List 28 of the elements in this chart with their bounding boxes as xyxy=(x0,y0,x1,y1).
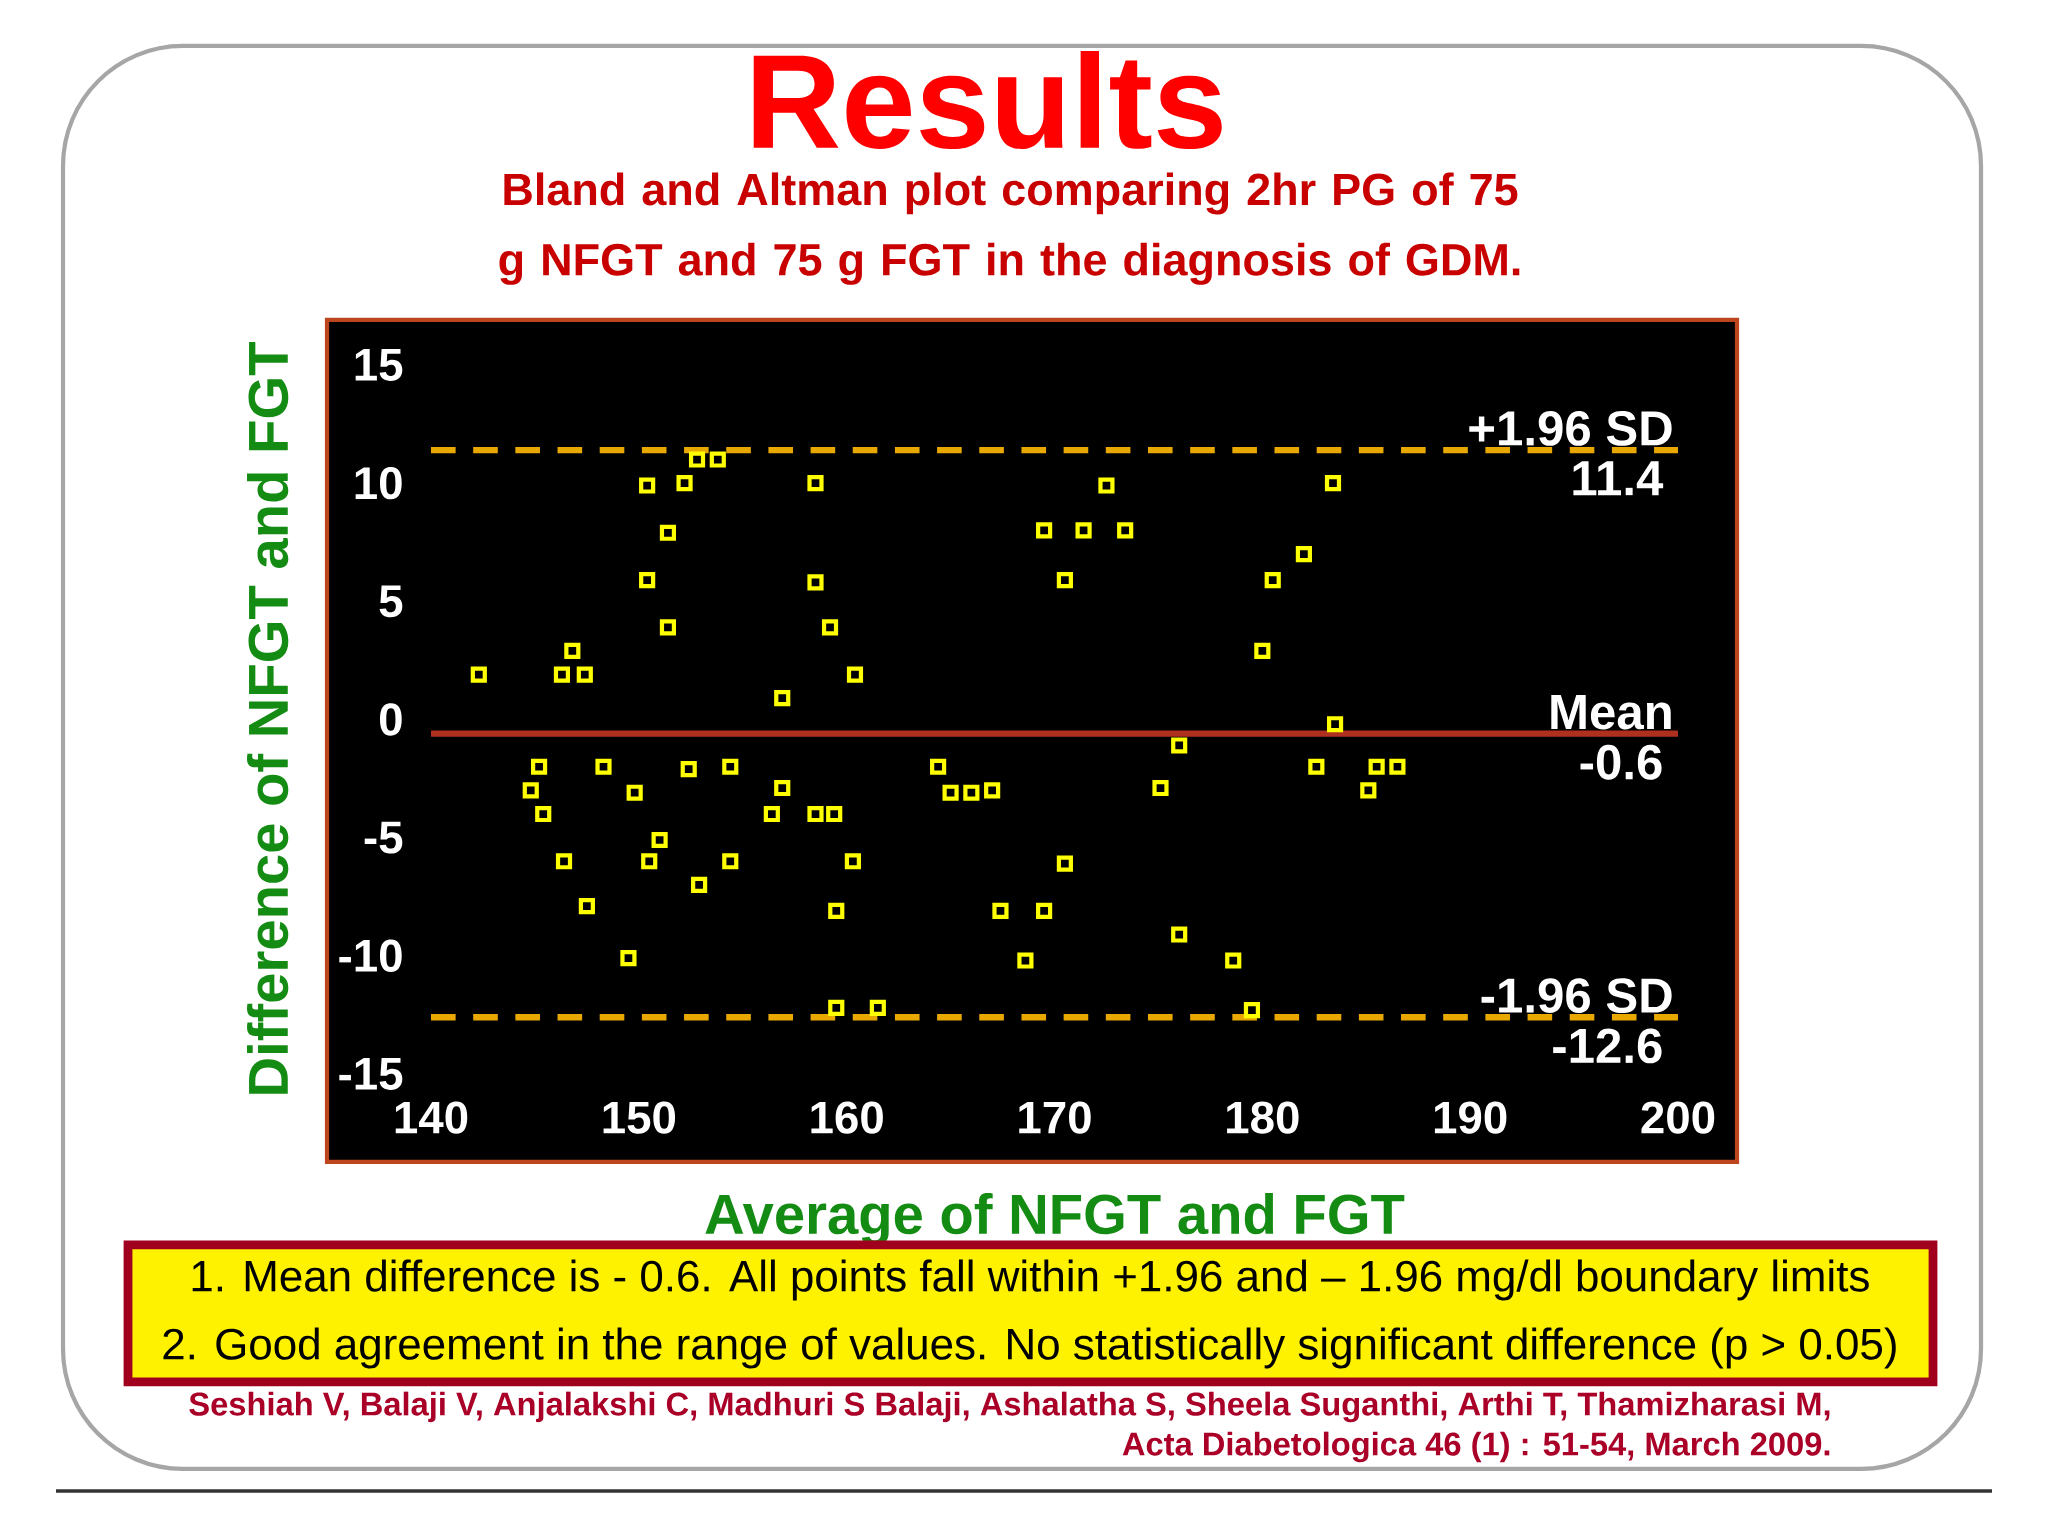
ref-line-label: Mean xyxy=(1551,695,1671,730)
x-tick-label: 140 xyxy=(395,1101,468,1134)
x-tick-label: 150 xyxy=(603,1101,676,1134)
y-tick-label: 5 xyxy=(379,585,403,618)
text: Acta Diabetologica 46 (1) : 51-54, March 2009. xyxy=(1122,1431,1830,1463)
x-tick-label: 200 xyxy=(1641,1101,1715,1134)
y-tick-label: 0 xyxy=(380,703,402,736)
chart-title: Results xyxy=(753,50,1222,150)
text: Seshiah V, Balaji V, Anjalakshi C, Madhuri S Balaji, Ashalatha S, Sheela Suganthi, Arthi T, Thamizharasi M, xyxy=(189,1391,1830,1423)
y-tick-label: -15 xyxy=(339,1058,403,1090)
x-tick-label: 180 xyxy=(1227,1101,1299,1134)
ref-line-label: -1.96 SD xyxy=(1481,978,1672,1014)
y-axis-title: Difference of NFGT and FGT xyxy=(247,342,289,1094)
ref-line-label: +1.96 SD xyxy=(1469,410,1672,446)
y-tick-label: -10 xyxy=(339,939,402,972)
x-tick-label: 170 xyxy=(1019,1101,1091,1134)
text: 1. Mean difference is - 0.6. All points fall within +1.96 and – 1.96 mg/dl boundary limits xyxy=(192,1259,1869,1301)
text: 2. Good agreement in the range of values. No statistically significant difference (p > 0.05) xyxy=(163,1327,1896,1369)
x-tick-label: 160 xyxy=(811,1101,883,1134)
annotation: -12.6 xyxy=(1553,1028,1662,1064)
x-axis-title: Average of NFGT and FGT xyxy=(705,1193,1405,1246)
y-tick-label: 15 xyxy=(355,349,403,381)
annotation: -0.6 xyxy=(1580,744,1662,780)
chart-subtitle: Bland and Altman plot comparing 2hr PG of 75 g NFGT and 75 g FGT in the diagnosis of GDM. xyxy=(499,172,1520,285)
y-tick-label: 10 xyxy=(355,466,402,500)
annotation: 11.4 xyxy=(1573,461,1664,496)
y-tick-label: -5 xyxy=(364,821,403,854)
x-tick-label: 190 xyxy=(1434,1101,1507,1134)
